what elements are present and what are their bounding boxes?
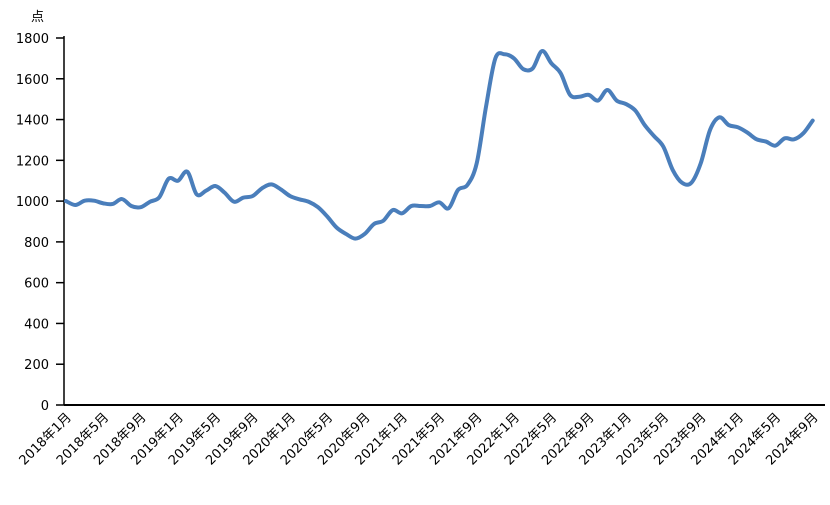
y-axis-ticks: 0 200 400 600 800 1000 1200 1400 1600 1800 [16, 32, 64, 414]
y-tick-label: 1400 [16, 114, 49, 129]
y-tick-label: 400 [24, 317, 49, 332]
y-tick-label: 1600 [16, 73, 49, 88]
y-tick-label: 800 [24, 236, 49, 251]
y-tick-label: 1800 [16, 32, 49, 47]
y-tick-label: 200 [24, 358, 49, 373]
y-axis-label: 点 [31, 10, 44, 25]
y-tick-label: 0 [41, 399, 49, 414]
y-tick-label: 600 [24, 277, 49, 292]
y-tick-label: 1200 [16, 154, 49, 169]
x-axis-ticks: 2018年1月2018年5月2018年9月2019年1月2019年5月2019年… [17, 410, 822, 468]
series-line [64, 49, 815, 241]
y-tick-label: 1000 [16, 195, 49, 210]
